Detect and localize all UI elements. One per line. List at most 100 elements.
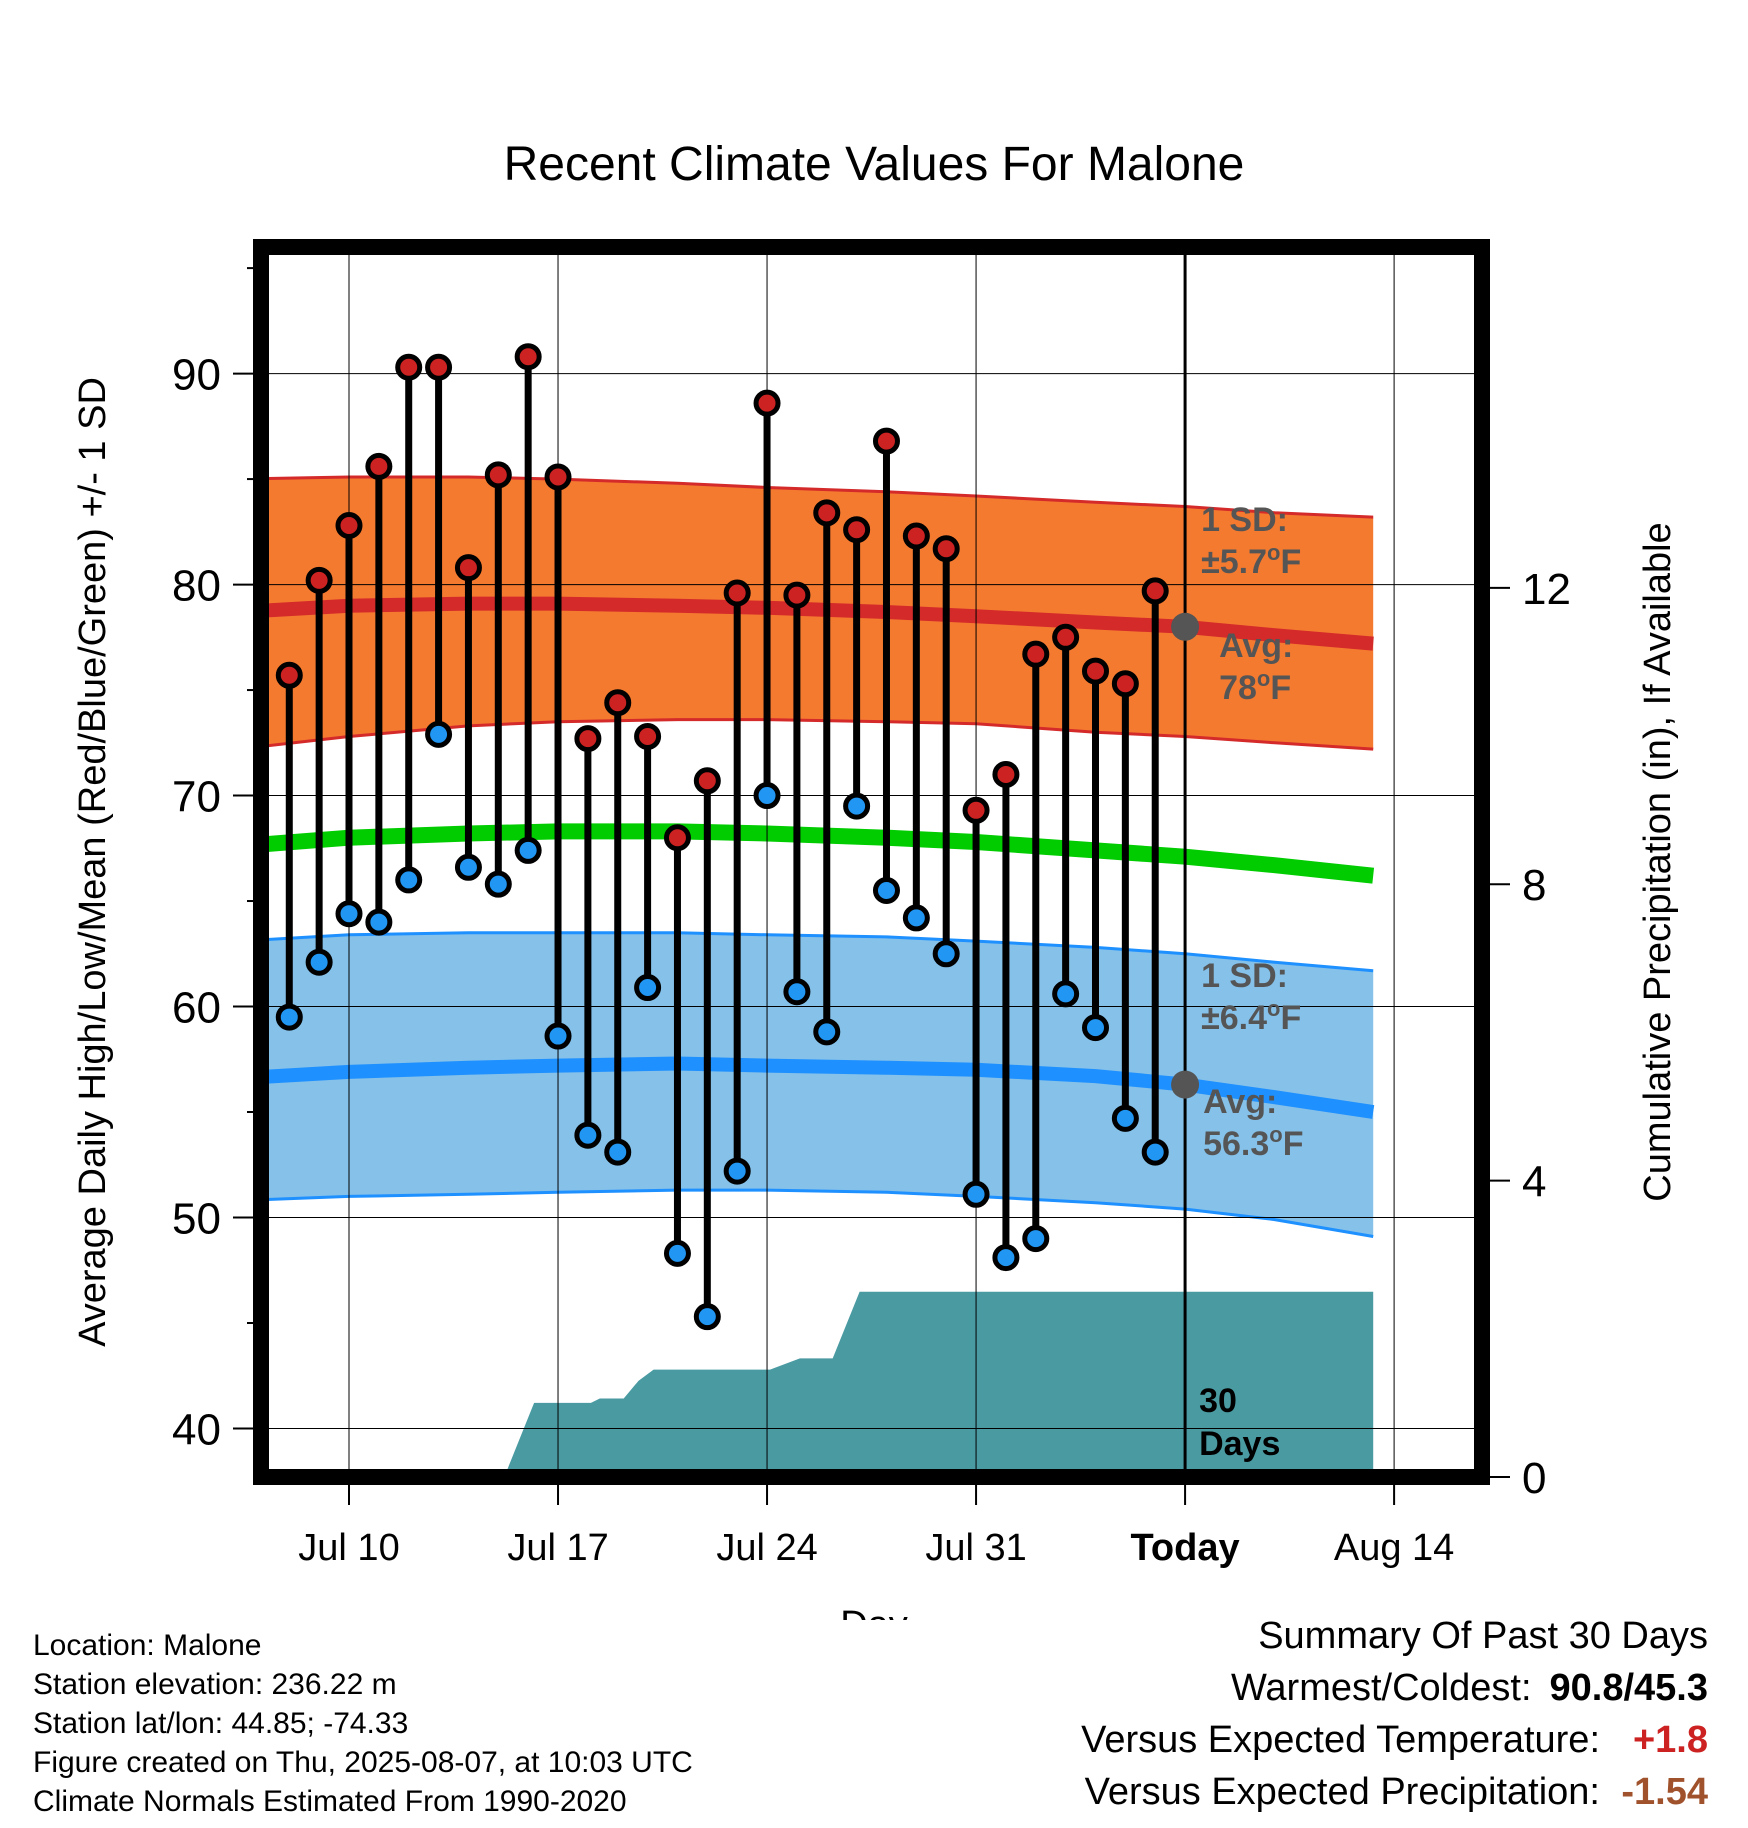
high-point bbox=[365, 452, 393, 480]
day-mark bbox=[395, 353, 423, 894]
low-point bbox=[454, 853, 482, 881]
high-point bbox=[574, 725, 602, 753]
y2-tick-label: 12 bbox=[1522, 565, 1571, 614]
high-point bbox=[454, 554, 482, 582]
station-info: Location: Malone Station elevation: 236.… bbox=[33, 1626, 693, 1821]
high-point bbox=[663, 824, 691, 852]
high-point bbox=[634, 722, 662, 750]
day-mark bbox=[872, 427, 900, 904]
day-mark bbox=[663, 824, 691, 1267]
y2-axis-label: Cumulative Precipitation (in), If Availa… bbox=[1637, 522, 1679, 1201]
warm-cold-value: 90.8/45.3 bbox=[1549, 1667, 1708, 1709]
low-point bbox=[1052, 980, 1080, 1008]
temp-label: Versus Expected Temperature: bbox=[1081, 1719, 1600, 1761]
x-axis-label: Day bbox=[840, 1604, 908, 1620]
low-point bbox=[574, 1121, 602, 1149]
day-mark bbox=[335, 511, 363, 928]
y-tick-label: 90 bbox=[172, 351, 221, 400]
low-point bbox=[365, 908, 393, 936]
low-point bbox=[663, 1239, 691, 1267]
low-point bbox=[335, 900, 363, 928]
day-mark bbox=[425, 353, 453, 748]
x-tick-label: Jul 24 bbox=[716, 1527, 817, 1569]
high-point bbox=[335, 511, 363, 539]
high-sd-label: 1 SD: bbox=[1201, 501, 1288, 539]
day-mark bbox=[902, 522, 930, 932]
day-mark bbox=[484, 461, 512, 898]
low-point bbox=[723, 1157, 751, 1185]
climate-chart: Recent Climate Values For Malone 1 SD:±5… bbox=[72, 138, 1679, 1620]
high-point bbox=[843, 516, 871, 544]
x-tick-label: Jul 31 bbox=[925, 1527, 1026, 1569]
low-point bbox=[395, 866, 423, 894]
high-point bbox=[872, 427, 900, 455]
low-point bbox=[1141, 1138, 1169, 1166]
high-point bbox=[484, 461, 512, 489]
x-tick-label: Aug 14 bbox=[1334, 1527, 1454, 1569]
high-point bbox=[305, 566, 333, 594]
high-avg-value: 78oF bbox=[1219, 666, 1291, 707]
high-point bbox=[1082, 657, 1109, 685]
y-axis-label: Average Daily High/Low/Mean (Red/Blue/Gr… bbox=[72, 377, 114, 1347]
summary-temp: Versus Expected Temperature: +1.8 bbox=[1081, 1714, 1708, 1766]
latlon-text: Station lat/lon: 44.85; -74.33 bbox=[33, 1707, 409, 1740]
high-point bbox=[1052, 623, 1080, 651]
high-point bbox=[425, 353, 453, 381]
day-mark bbox=[544, 463, 572, 1050]
low-sd-label: 1 SD: bbox=[1201, 957, 1288, 995]
high-point bbox=[753, 389, 781, 417]
day-mark bbox=[574, 725, 602, 1149]
temp-value: +1.8 bbox=[1632, 1719, 1708, 1761]
high-sd-value: ±5.7oF bbox=[1201, 540, 1301, 581]
low-point bbox=[634, 974, 662, 1002]
day-mark bbox=[932, 535, 960, 968]
day-mark bbox=[1141, 577, 1169, 1166]
y-tick-label: 70 bbox=[172, 773, 221, 822]
low-point bbox=[783, 978, 811, 1006]
y-tick-label: 50 bbox=[172, 1194, 221, 1243]
precip-area bbox=[504, 1291, 1374, 1477]
day-mark bbox=[813, 499, 841, 1046]
summary-precip: Versus Expected Precipitation: -1.54 bbox=[1081, 1766, 1708, 1818]
low-point bbox=[962, 1180, 990, 1208]
warm-cold-label: Warmest/Coldest: bbox=[1230, 1667, 1532, 1709]
low-sd-lower-line bbox=[261, 1188, 1374, 1238]
low-point bbox=[693, 1303, 721, 1331]
day-mark bbox=[783, 581, 811, 1006]
high-point bbox=[1141, 577, 1169, 605]
y-tick-label: 60 bbox=[172, 984, 221, 1033]
day-mark bbox=[843, 516, 871, 820]
day-mark bbox=[514, 343, 542, 864]
high-point bbox=[992, 760, 1020, 788]
normal-low-line bbox=[261, 1056, 1375, 1119]
low-point bbox=[902, 904, 930, 932]
high-point bbox=[395, 353, 423, 381]
low-point bbox=[1082, 1014, 1109, 1042]
high-point bbox=[902, 522, 930, 550]
low-point bbox=[1022, 1225, 1050, 1253]
low-point bbox=[514, 836, 542, 864]
y2-tick-label: 8 bbox=[1522, 861, 1546, 910]
precip-days-label: Days bbox=[1199, 1425, 1280, 1463]
day-mark bbox=[1111, 670, 1139, 1132]
low-point bbox=[932, 940, 960, 968]
low-point bbox=[305, 948, 333, 976]
high-point bbox=[723, 579, 751, 607]
summary-title: Summary Of Past 30 Days bbox=[1258, 1615, 1708, 1657]
high-sd-upper-line bbox=[261, 475, 1374, 519]
low-point bbox=[425, 720, 453, 748]
day-mark bbox=[753, 389, 781, 810]
day-mark bbox=[365, 452, 393, 936]
low-point bbox=[604, 1138, 632, 1166]
y2-tick-label: 0 bbox=[1522, 1454, 1546, 1503]
precip-days-number: 30 bbox=[1199, 1382, 1237, 1420]
low-avg-value: 56.3oF bbox=[1203, 1122, 1303, 1163]
high-point bbox=[693, 767, 721, 795]
day-mark bbox=[454, 554, 482, 881]
low-point bbox=[992, 1244, 1020, 1272]
high-point bbox=[813, 499, 841, 527]
summary-warm-cold: Warmest/Coldest: 90.8/45.3 bbox=[1081, 1662, 1708, 1714]
y-tick-label: 40 bbox=[172, 1405, 221, 1454]
created-text: Figure created on Thu, 2025-08-07, at 10… bbox=[33, 1746, 693, 1779]
low-point bbox=[484, 870, 512, 898]
